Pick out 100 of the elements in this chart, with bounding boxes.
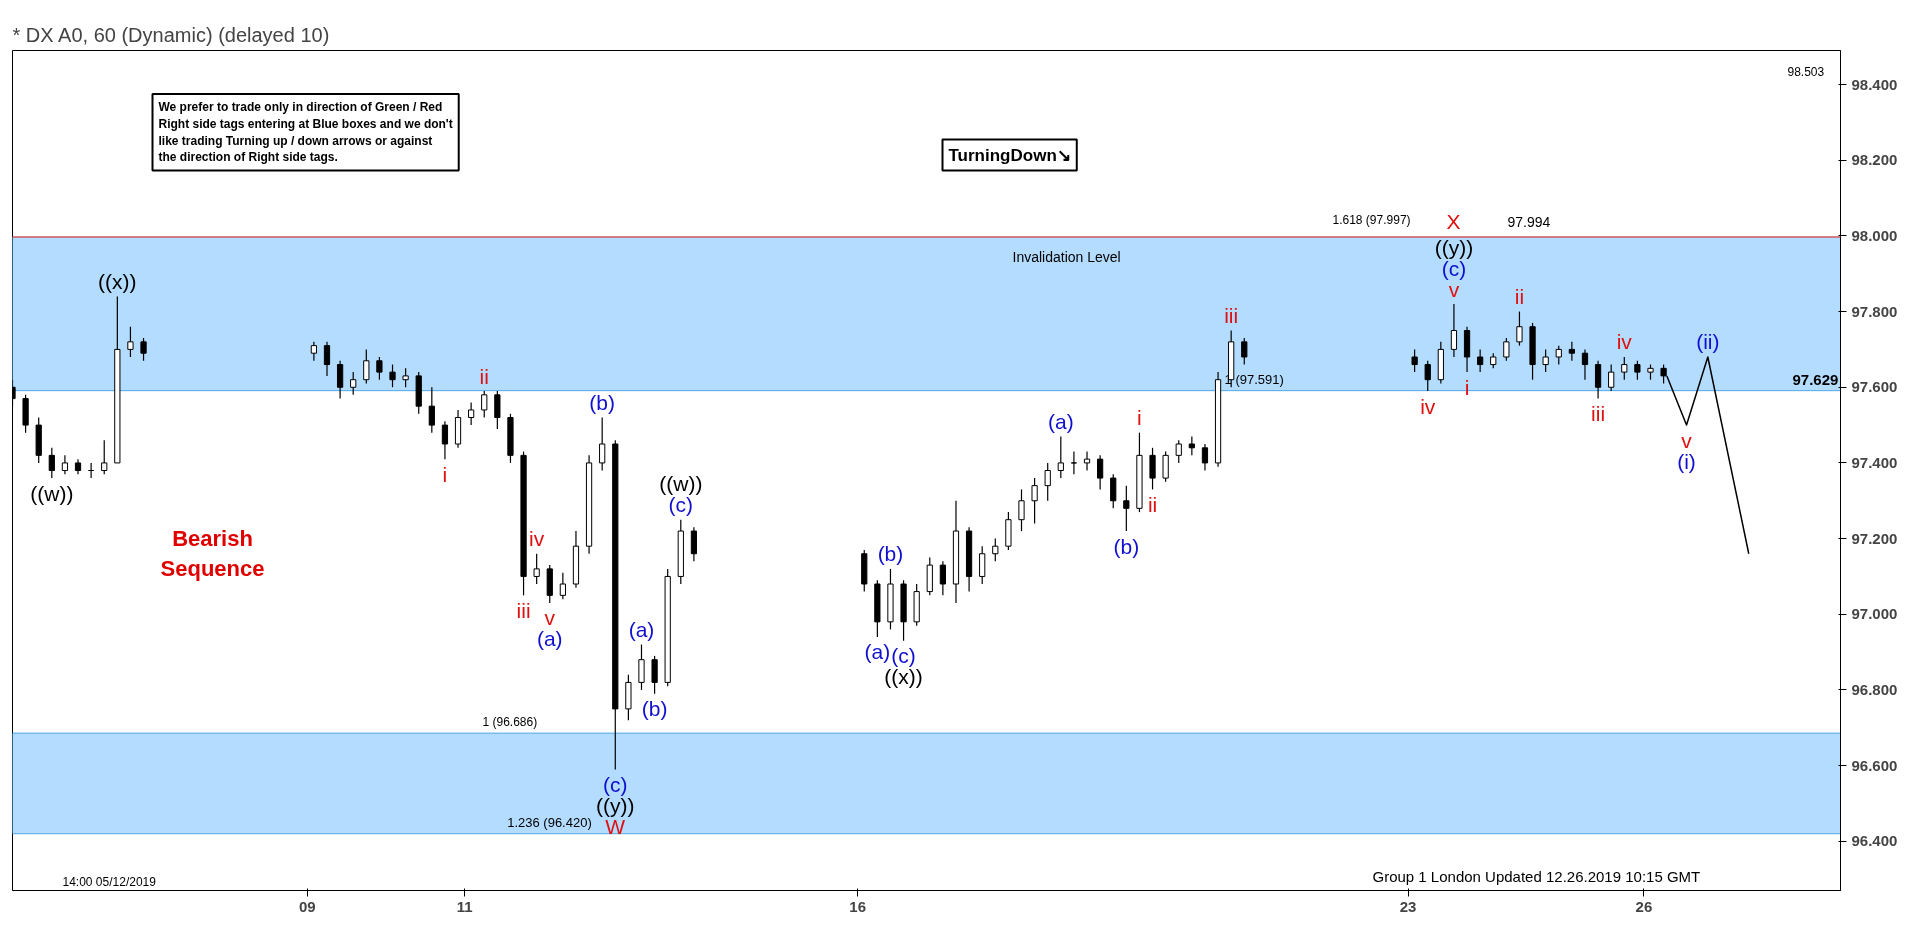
candlestick xyxy=(1621,356,1628,381)
candlestick xyxy=(310,341,318,362)
annotation: TurningDown↘ xyxy=(948,145,1071,165)
annotation: ((w)) xyxy=(30,481,74,505)
chart-title: * DX A0, 60 (Dynamic) (delayed 10) xyxy=(12,23,330,46)
candlestick xyxy=(1424,360,1431,392)
annotation: Invalidation Level xyxy=(1012,248,1121,265)
y-tick-label: 97.600 xyxy=(1851,378,1898,396)
annotation: We prefer to trade only in direction of Green / Red Right side tags entering at Blue boxes and we don't like trading Turning up / down arrows or against the direction of Right side tags. xyxy=(158,100,453,165)
annotation: (b) xyxy=(641,697,668,721)
y-tick-label: 97.200 xyxy=(1851,529,1898,547)
candlestick xyxy=(350,371,357,396)
candlestick xyxy=(1241,337,1248,366)
candlestick xyxy=(140,337,147,362)
y-tick-label: 96.800 xyxy=(1851,680,1898,698)
y-tick-label: 98.200 xyxy=(1851,151,1898,169)
annotation: X xyxy=(1446,209,1461,233)
candlestick xyxy=(979,545,986,585)
y-tick-label: 97.400 xyxy=(1851,453,1898,471)
annotation: 1 (96.686) xyxy=(482,714,538,729)
candlestick xyxy=(1411,348,1418,373)
candlestick xyxy=(1044,462,1051,502)
annotation: ((x)) xyxy=(98,269,137,293)
y-tick-label: 97.000 xyxy=(1851,605,1898,623)
candlestick xyxy=(651,655,658,695)
candlestick xyxy=(481,390,488,419)
annotation: (i) xyxy=(1677,449,1696,473)
candlestick xyxy=(1516,310,1523,347)
candlestick xyxy=(599,416,606,472)
candlestick xyxy=(1110,473,1117,509)
annotation: ii xyxy=(1147,492,1158,516)
annotation: 1.618 (97.997) xyxy=(1332,212,1411,227)
annotation: (c) xyxy=(891,644,916,668)
candlestick xyxy=(336,360,344,400)
annotation: ((w)) xyxy=(659,472,703,496)
annotation: 1.236 (96.420) xyxy=(507,814,592,830)
annotation: ii xyxy=(1514,285,1525,309)
annotation: iii xyxy=(516,598,531,622)
candlestick xyxy=(494,390,501,430)
annotation: (b) xyxy=(589,391,616,415)
annotation: iv xyxy=(1420,394,1436,418)
annotation: i xyxy=(1464,375,1470,399)
candlestick xyxy=(559,572,566,600)
candlestick xyxy=(1450,303,1458,358)
annotation: iv xyxy=(529,527,545,551)
annotation: iii xyxy=(1591,402,1606,426)
candlestick xyxy=(638,643,645,691)
annotation: 1 (97.591) xyxy=(1224,372,1284,388)
candlestick xyxy=(1201,443,1209,472)
annotation: i xyxy=(442,462,448,486)
candlestick xyxy=(1542,348,1549,373)
candlestick xyxy=(1018,488,1025,532)
y-tick-label: 98.400 xyxy=(1851,75,1898,93)
annotation: (a) xyxy=(536,627,563,651)
annotation: ii xyxy=(479,364,489,388)
candlestick xyxy=(61,454,69,475)
candlestick xyxy=(101,439,108,475)
annotation: 97.629 xyxy=(1792,370,1839,388)
annotation: v xyxy=(1448,277,1460,301)
candlestick xyxy=(1594,360,1602,400)
candlestick xyxy=(1568,341,1575,362)
x-tick-label: 26 xyxy=(1635,897,1653,915)
candlestick xyxy=(376,356,383,381)
candlestick xyxy=(1581,348,1589,381)
candlestick xyxy=(468,401,475,426)
candlestick xyxy=(1123,485,1130,532)
candlestick xyxy=(1503,337,1510,362)
candlestick xyxy=(1608,363,1615,392)
candlestick xyxy=(1097,454,1104,491)
annotation: v xyxy=(1681,428,1693,452)
annotation: (b) xyxy=(877,542,904,566)
x-tick-label: 23 xyxy=(1399,897,1417,915)
candlestick xyxy=(402,367,409,388)
candlestick xyxy=(48,447,55,479)
annotation: i xyxy=(1137,406,1142,430)
candlestick xyxy=(1188,435,1195,456)
annotation: Group 1 London Updated 12.26.2019 10:15 GMT xyxy=(1372,867,1701,885)
candlestick xyxy=(533,553,540,585)
annotation: iii xyxy=(1224,304,1239,327)
candlestick xyxy=(1070,450,1078,475)
y-tick-label: 96.600 xyxy=(1851,756,1898,774)
candlestick xyxy=(1555,345,1562,366)
candlestick xyxy=(1477,348,1484,373)
candlestick xyxy=(1083,450,1091,472)
candlestick xyxy=(1057,435,1064,479)
candlestick xyxy=(363,348,370,385)
annotation: 14:00 05/12/2019 xyxy=(62,874,157,889)
x-tick-label: 09 xyxy=(299,897,316,915)
candlestick xyxy=(127,326,134,358)
candlestick xyxy=(441,420,449,460)
candlestick xyxy=(389,363,396,388)
y-tick-label: 96.400 xyxy=(1851,832,1898,850)
candlestick xyxy=(992,538,999,562)
candlestick xyxy=(323,341,331,377)
candlestick xyxy=(690,526,698,562)
candlestick xyxy=(428,386,435,434)
annotation: iv xyxy=(1616,330,1633,354)
candlestick xyxy=(1149,447,1156,491)
annotation: (b) xyxy=(1113,534,1140,558)
candlestick xyxy=(1634,360,1641,381)
